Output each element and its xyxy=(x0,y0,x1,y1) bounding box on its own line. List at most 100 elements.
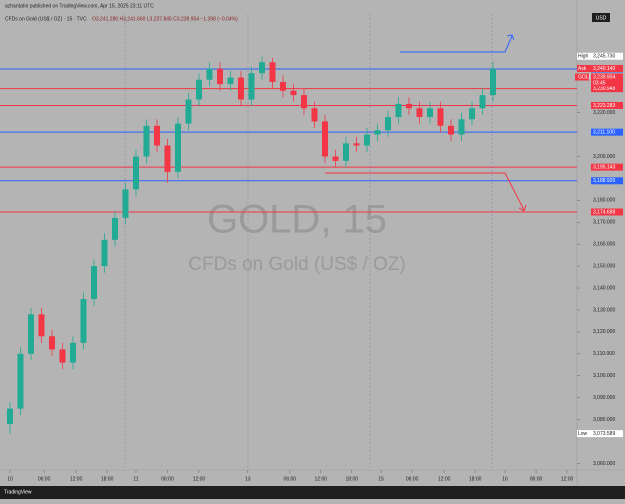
candle-body xyxy=(27,314,34,354)
level-label: 3,230.948 xyxy=(593,86,615,92)
candle-body xyxy=(153,125,160,146)
candle-body xyxy=(101,239,108,267)
candle-body xyxy=(468,108,475,120)
level-badge xyxy=(591,101,623,109)
badge-label: 3,240.140 xyxy=(593,66,615,72)
x-tick-label: 15 xyxy=(378,476,384,482)
x-tick-label: 06:00 xyxy=(284,476,297,482)
candle-body xyxy=(437,108,444,126)
level-badge xyxy=(591,85,623,93)
badge-label: 3,239.904 xyxy=(593,74,615,80)
candle-body xyxy=(248,73,255,100)
publisher: azhantahir published on TradingView.com,… xyxy=(5,3,154,9)
footer-bar xyxy=(0,486,625,499)
candle-body xyxy=(80,299,87,343)
level-badge xyxy=(591,208,623,216)
badge-value-box xyxy=(591,430,623,438)
badge-value-box xyxy=(591,65,623,73)
candle-body xyxy=(195,79,202,100)
badge-name: GOLD xyxy=(578,74,593,80)
x-tick-label: 18:00 xyxy=(346,476,359,482)
candle-body xyxy=(111,217,118,240)
candle-body xyxy=(6,408,13,424)
candle-body xyxy=(216,68,223,85)
y-tick-label: 3,150.000 xyxy=(593,263,615,269)
y-tick-label: 3,170.000 xyxy=(593,220,615,226)
x-tick-label: 13 xyxy=(245,476,251,482)
y-tick-label: 3,120.000 xyxy=(593,329,615,335)
arrow-down xyxy=(325,172,525,211)
candle-body xyxy=(363,134,370,146)
candle-body xyxy=(342,143,349,161)
badge-name: Ask xyxy=(578,66,587,72)
candle-body xyxy=(279,81,286,91)
arrow-head xyxy=(518,204,527,212)
candle-body xyxy=(206,68,213,80)
candle-body xyxy=(48,336,55,350)
level-badge xyxy=(591,163,623,171)
y-tick-label: 3,080.000 xyxy=(593,417,615,423)
badge-name: High xyxy=(578,54,589,60)
y-tick-label: 3,100.000 xyxy=(593,373,615,379)
level-label: 3,195.143 xyxy=(593,164,615,170)
candle-body xyxy=(353,143,360,146)
candle-body xyxy=(143,125,150,157)
y-tick-label: 3,220.000 xyxy=(593,110,615,116)
level-label: 3,223.283 xyxy=(593,103,615,109)
badge-name-box xyxy=(577,52,591,60)
candle-body xyxy=(185,99,192,124)
y-tick-label: 3,090.000 xyxy=(593,395,615,401)
candle-body xyxy=(69,342,76,363)
candle-body xyxy=(174,123,181,172)
candle-body xyxy=(59,349,66,363)
badge-countdown: 03:45 xyxy=(593,80,606,86)
y-tick-label: 3,140.000 xyxy=(593,285,615,291)
candle-body xyxy=(395,103,402,118)
y-tick-label: 3,130.000 xyxy=(593,307,615,313)
candle-body xyxy=(416,108,423,118)
x-tick-label: 06:00 xyxy=(161,476,174,482)
level-badge xyxy=(591,128,623,136)
candle-body xyxy=(458,119,465,135)
badge-name-box xyxy=(577,430,591,438)
candle-body xyxy=(237,77,244,100)
candle-body xyxy=(17,353,24,409)
candle-body xyxy=(132,156,139,190)
candle-body xyxy=(489,68,496,96)
candle-body xyxy=(384,117,391,131)
x-tick-label: 18:00 xyxy=(101,476,114,482)
candle-body xyxy=(374,130,381,135)
badge-value-box xyxy=(591,52,623,60)
badge-name-box xyxy=(577,65,591,73)
candle-body xyxy=(290,90,297,96)
candle-body xyxy=(405,103,412,109)
currency-box[interactable] xyxy=(592,13,610,22)
x-tick-label: 10 xyxy=(7,476,13,482)
x-tick-label: 12:00 xyxy=(193,476,206,482)
candle-body xyxy=(269,62,276,82)
badge-name: Low xyxy=(578,431,588,437)
x-tick-label: 18:00 xyxy=(469,476,482,482)
x-tick-label: 12:00 xyxy=(70,476,83,482)
candle-body xyxy=(227,77,234,85)
watermark-sub: CFDs on Gold (US$ / OZ) xyxy=(188,254,406,275)
x-tick-label: 06:00 xyxy=(530,476,543,482)
candle-body xyxy=(90,266,97,299)
candle-body xyxy=(311,108,318,122)
level-label: 3,174.688 xyxy=(593,209,615,215)
candle-body xyxy=(122,189,129,218)
y-tick-label: 3,060.000 xyxy=(593,461,615,467)
y-tick-label: 3,200.000 xyxy=(593,154,615,160)
x-tick-label: 16 xyxy=(502,476,508,482)
currency[interactable]: USD xyxy=(596,15,607,21)
y-tick-label: 3,110.000 xyxy=(593,351,615,357)
candle-body xyxy=(164,145,171,172)
candle-body xyxy=(258,62,265,74)
candle-body xyxy=(321,121,328,157)
y-tick-label: 3,160.000 xyxy=(593,242,615,248)
badge-label: 3,073.589 xyxy=(593,431,615,437)
candle-body xyxy=(447,125,454,135)
candle-body xyxy=(332,156,339,161)
